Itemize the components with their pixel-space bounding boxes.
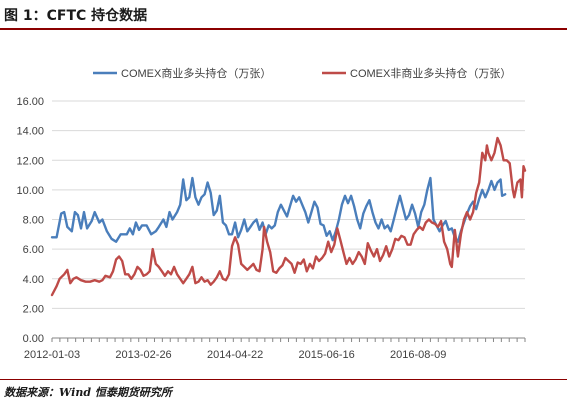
series-line-noncommercial [50, 136, 527, 297]
source-note: 数据来源：Wind 恒泰期货研究所 [4, 386, 172, 399]
chart-area: 0.00 2.00 4.00 6.00 8.00 10.00 12.00 14.00 16.00… [0, 30, 567, 377]
legend-label: COMEX非商业多头持仓（万张） [350, 66, 511, 80]
x-axis: 2012-01-03 2013-02-26 2014-04-22 2015-06-16… [24, 337, 526, 361]
figure-title: 图 1：CFTC 持仓数据 [4, 8, 148, 24]
x-tick-label: 2015-06-16 [299, 349, 355, 361]
x-tick-label: 2013-02-26 [115, 349, 171, 361]
line-chart: 0.00 2.00 4.00 6.00 8.00 10.00 12.00 14.00 16.00… [16, 66, 527, 361]
y-axis: 0.00 2.00 4.00 6.00 8.00 10.00 12.00 14.00 16.00 [16, 96, 44, 345]
y-tick-label: 12.00 [16, 155, 44, 167]
y-tick-label: 0.00 [23, 333, 44, 345]
series-line-commercial [50, 176, 507, 243]
header-rule [0, 28, 567, 30]
gridlines [52, 100, 525, 309]
y-tick-label: 10.00 [16, 185, 44, 197]
x-tick-label: 2014-04-22 [207, 349, 263, 361]
figure-header: 图 1：CFTC 持仓数据 [0, 0, 567, 30]
y-tick-label: 2.00 [23, 303, 44, 315]
x-tick-label: 2016-08-09 [390, 349, 446, 361]
footer-rule [0, 379, 567, 380]
y-tick-label: 4.00 [23, 274, 44, 286]
legend-label: COMEX商业多头持仓（万张） [121, 66, 271, 80]
y-tick-label: 16.00 [16, 96, 44, 108]
legend: COMEX商业多头持仓（万张） COMEX非商业多头持仓（万张） [93, 66, 511, 80]
x-tick-label: 2012-01-03 [24, 349, 80, 361]
y-tick-label: 8.00 [23, 215, 44, 227]
y-tick-label: 14.00 [16, 126, 44, 138]
y-tick-label: 6.00 [23, 244, 44, 256]
series-lines [50, 136, 527, 297]
